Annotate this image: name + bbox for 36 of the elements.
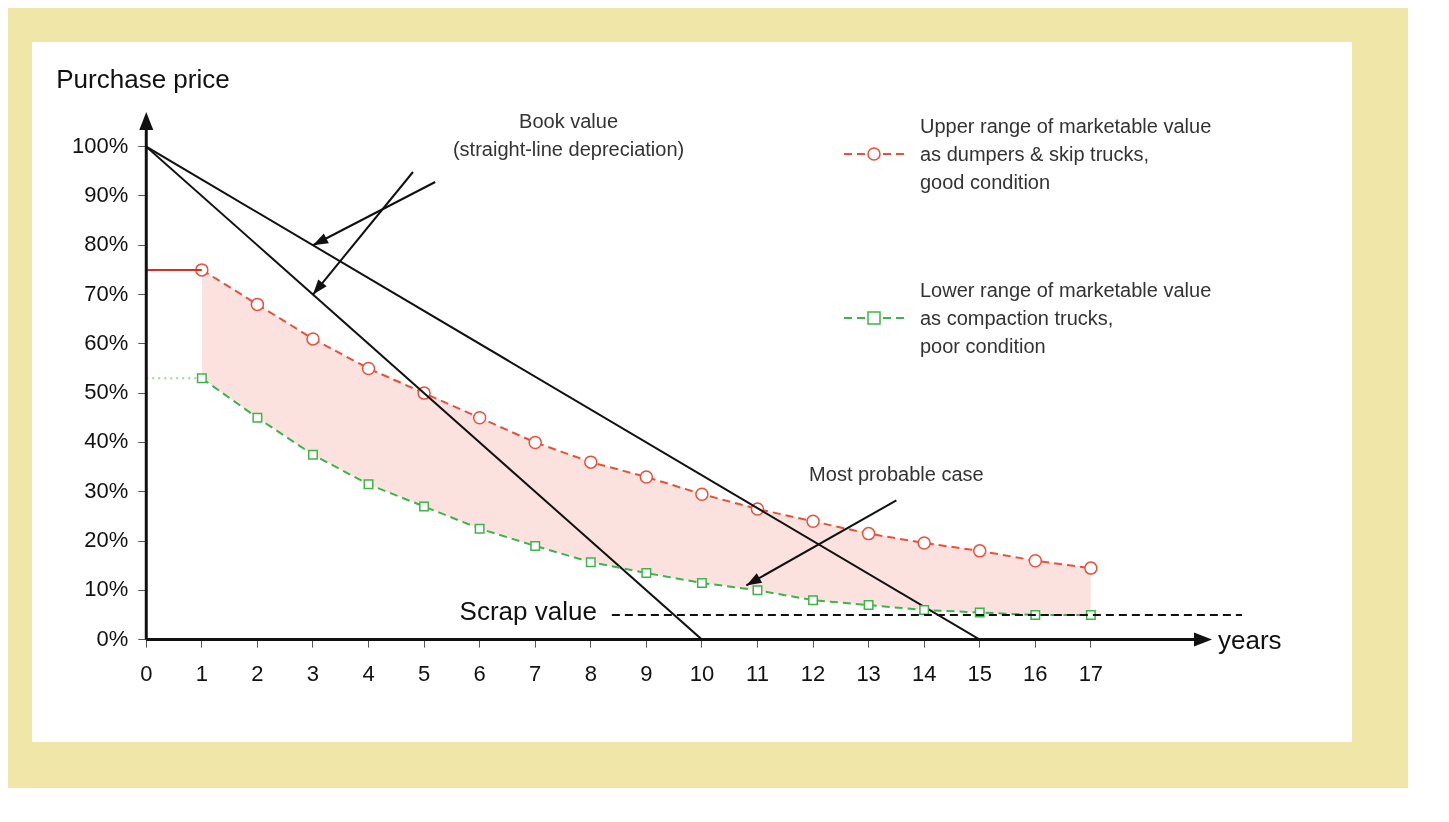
y-tick-label: 90%	[84, 182, 129, 208]
y-tick-label: 80%	[84, 231, 129, 257]
x-tick-label: 8	[584, 660, 597, 686]
x-tick-label: 5	[417, 660, 431, 686]
y-tick-label: 10%	[84, 576, 129, 602]
x-tick-label: 0	[140, 660, 153, 686]
x-tick-label: 15	[967, 660, 992, 686]
y-axis-title: Purchase price	[56, 64, 230, 95]
x-tick-label: 4	[362, 660, 375, 686]
y-tick-label: 50%	[84, 379, 129, 405]
x-axis-title: years	[1218, 624, 1282, 655]
x-tick-label: 11	[746, 660, 769, 686]
x-tick-label: 12	[800, 660, 826, 686]
y-tick-label: 40%	[84, 428, 129, 454]
y-tick-label: 70%	[84, 280, 129, 306]
x-tick-label: 2	[251, 660, 264, 686]
x-tick-label: 13	[856, 660, 881, 686]
x-tick-label: 7	[529, 660, 542, 686]
y-tick-label: 30%	[84, 477, 129, 503]
legend-label: Upper range of marketable value as dumpers & skip trucks, good condition	[920, 114, 1212, 195]
x-tick-label: 3	[306, 660, 320, 686]
x-tick-label: 16	[1023, 660, 1048, 686]
x-tick-label: 1	[195, 660, 208, 686]
y-tick-label: 0%	[96, 625, 129, 651]
annotation: Book value (straight-line depreciation)	[452, 109, 685, 160]
y-tick-label: 60%	[84, 329, 129, 355]
ref-line-label: Scrap value	[459, 596, 597, 627]
y-tick-label: 20%	[84, 527, 129, 553]
x-tick-label: 10	[689, 660, 715, 686]
x-tick-label: 9	[640, 660, 653, 686]
y-tick-label: 100%	[71, 132, 129, 158]
annotation: Most probable case	[809, 462, 984, 485]
legend-label: Lower range of marketable value as compaction trucks, poor condition	[920, 278, 1212, 359]
x-tick-label: 6	[473, 660, 486, 686]
x-tick-label: 17	[1078, 660, 1104, 686]
x-tick-label: 14	[911, 660, 937, 686]
